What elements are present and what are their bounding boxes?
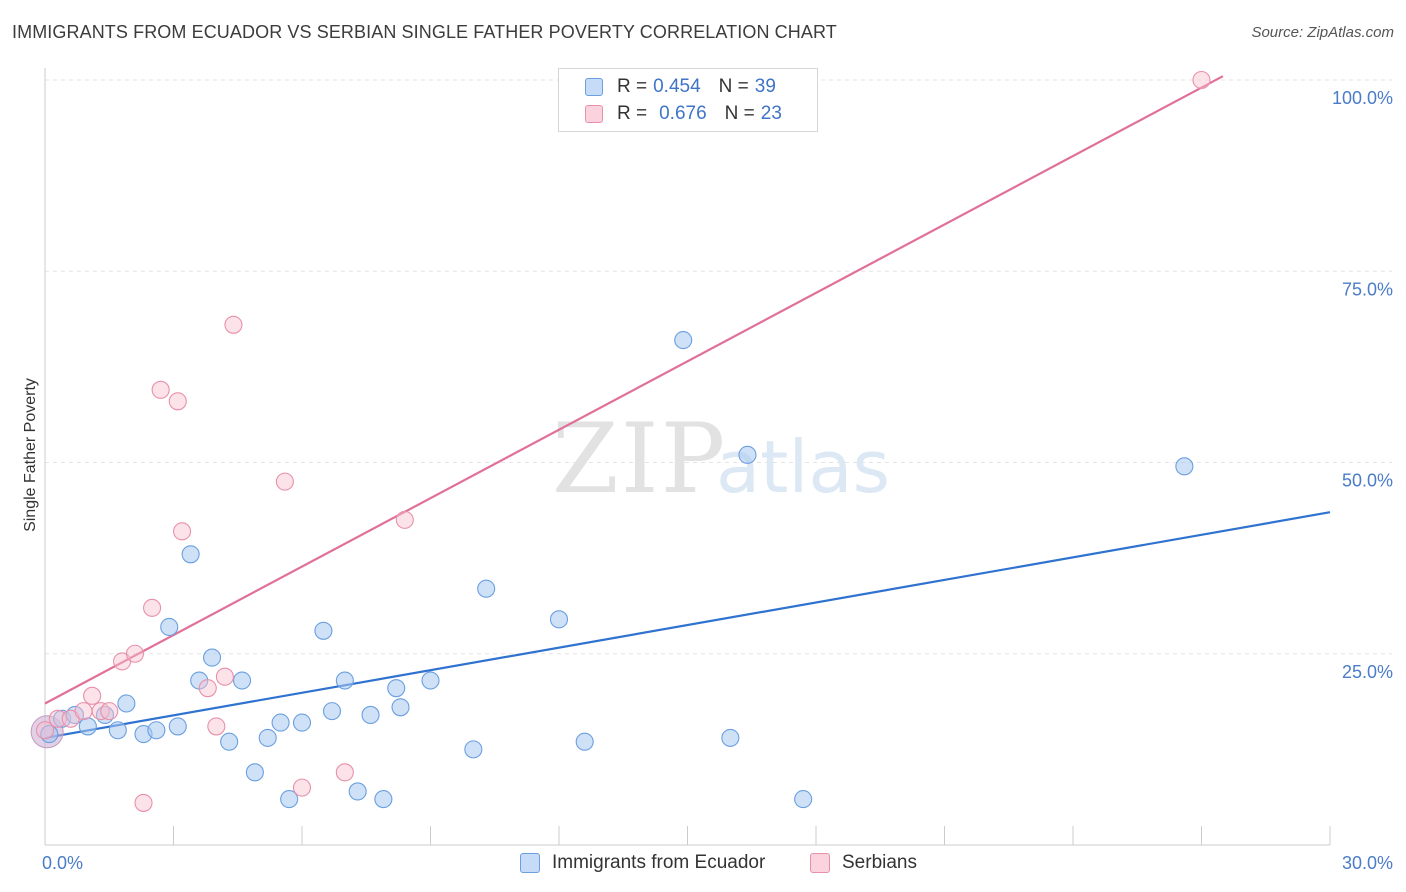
x-tick-labels: 0.0% 30.0% xyxy=(42,853,1393,873)
legend-n-label: N = xyxy=(718,76,749,97)
legend-row-ecuador: R = 0.454 N = 39 xyxy=(585,75,776,99)
legend-n-value: 39 xyxy=(754,76,776,97)
ecuador-point xyxy=(322,702,342,721)
serbian-point xyxy=(395,510,414,529)
serbian-point xyxy=(224,315,243,334)
y-tick-label: 75.0% xyxy=(1342,279,1393,299)
chart-title: IMMIGRANTS FROM ECUADOR VS SERBIAN SINGL… xyxy=(12,22,837,42)
watermark-zip: ZIP xyxy=(552,403,727,515)
ecuador-point xyxy=(575,732,594,751)
legend-r-label: R = xyxy=(617,103,648,124)
series-swatch-serbians xyxy=(810,853,830,873)
serbian-point xyxy=(198,679,217,698)
ecuador-point xyxy=(721,728,740,747)
serbian-point xyxy=(151,380,170,399)
serbian-point xyxy=(74,702,93,721)
series-legend-serbians[interactable]: Serbians xyxy=(810,852,917,874)
ecuador-point xyxy=(464,740,483,759)
x-tick-label: 0.0% xyxy=(42,853,83,873)
serbian-point xyxy=(48,709,67,728)
serbian-point xyxy=(168,392,187,411)
serbian-point xyxy=(83,686,102,705)
ecuador-point xyxy=(181,545,200,564)
legend-n-value: 23 xyxy=(760,103,782,124)
legend-r-value: 0.454 xyxy=(653,76,701,97)
ecuador-point xyxy=(477,579,496,598)
ecuador-point xyxy=(391,698,410,717)
series-swatch-ecuador xyxy=(520,853,540,873)
x-tick-label: 30.0% xyxy=(1342,853,1393,873)
ecuador-point xyxy=(794,790,813,809)
correlation-legend: R = 0.454 N = 39 R = 0.676 N = 23 xyxy=(558,68,818,132)
ecuador-point xyxy=(147,721,166,740)
legend-r-label: R = xyxy=(617,76,648,97)
grid-lines xyxy=(45,79,1392,655)
ecuador-point xyxy=(258,728,277,747)
watermark-atlas: atlas xyxy=(716,425,890,509)
series-legend-label: Immigrants from Ecuador xyxy=(552,852,766,873)
serbian-point xyxy=(125,644,144,663)
ecuador-point xyxy=(220,732,239,751)
ecuador-point xyxy=(271,713,290,732)
ecuador-point xyxy=(374,790,393,809)
ecuador-point xyxy=(421,671,440,690)
ecuador-point xyxy=(674,331,693,350)
series-legend-label: Serbians xyxy=(842,852,917,873)
legend-swatch-serbians xyxy=(585,105,603,123)
serbian-point xyxy=(335,763,354,782)
serbian-point xyxy=(1192,70,1211,90)
data-points xyxy=(30,70,1211,812)
ecuador-point xyxy=(361,705,380,725)
serbian-point xyxy=(207,717,226,736)
y-axis-label: Single Father Poverty xyxy=(22,378,39,532)
serbian-point xyxy=(215,667,234,686)
y-tick-label: 100.0% xyxy=(1332,88,1393,108)
serbian-point xyxy=(275,472,294,491)
ecuador-point xyxy=(1175,457,1194,476)
ecuador-point xyxy=(245,763,264,782)
ecuador-point xyxy=(78,717,97,736)
legend-r-value: 0.676 xyxy=(659,103,707,124)
legend-row-serbians: R = 0.676 N = 23 xyxy=(585,102,782,126)
serbian-point xyxy=(292,778,312,797)
ecuador-point xyxy=(292,713,312,732)
ecuador-point xyxy=(203,648,222,667)
ecuador-point xyxy=(348,782,367,801)
ecuador-trend-line xyxy=(44,511,1331,739)
serbian-point xyxy=(100,702,119,721)
source-label: Source: ZipAtlas.com xyxy=(1251,24,1394,41)
ecuador-point xyxy=(387,679,406,698)
ecuador-point xyxy=(314,621,333,640)
ecuador-point xyxy=(160,617,179,637)
ecuador-point xyxy=(117,694,136,713)
series-legend-ecuador[interactable]: Immigrants from Ecuador xyxy=(520,852,765,874)
legend-swatch-ecuador xyxy=(585,78,603,96)
legend-n-label: N = xyxy=(724,103,755,124)
series-legend: Immigrants from Ecuador Serbians xyxy=(0,852,1406,878)
ecuador-point xyxy=(168,717,187,736)
serbian-point xyxy=(143,598,162,617)
serbian-trend-line xyxy=(44,75,1224,705)
ecuador-point xyxy=(738,445,757,464)
ecuador-point xyxy=(335,671,354,690)
ecuador-point xyxy=(549,610,569,629)
y-tick-label: 50.0% xyxy=(1342,471,1393,491)
y-tick-label: 25.0% xyxy=(1342,662,1393,682)
y-tick-labels: 25.0% 50.0% 75.0% 100.0% xyxy=(1332,88,1393,682)
ecuador-point xyxy=(280,790,299,809)
serbian-point xyxy=(134,793,153,812)
ecuador-point xyxy=(232,671,252,690)
serbian-point xyxy=(173,522,192,541)
serbian-point xyxy=(35,721,55,740)
ecuador-point xyxy=(108,721,127,740)
trend-lines xyxy=(44,75,1331,739)
